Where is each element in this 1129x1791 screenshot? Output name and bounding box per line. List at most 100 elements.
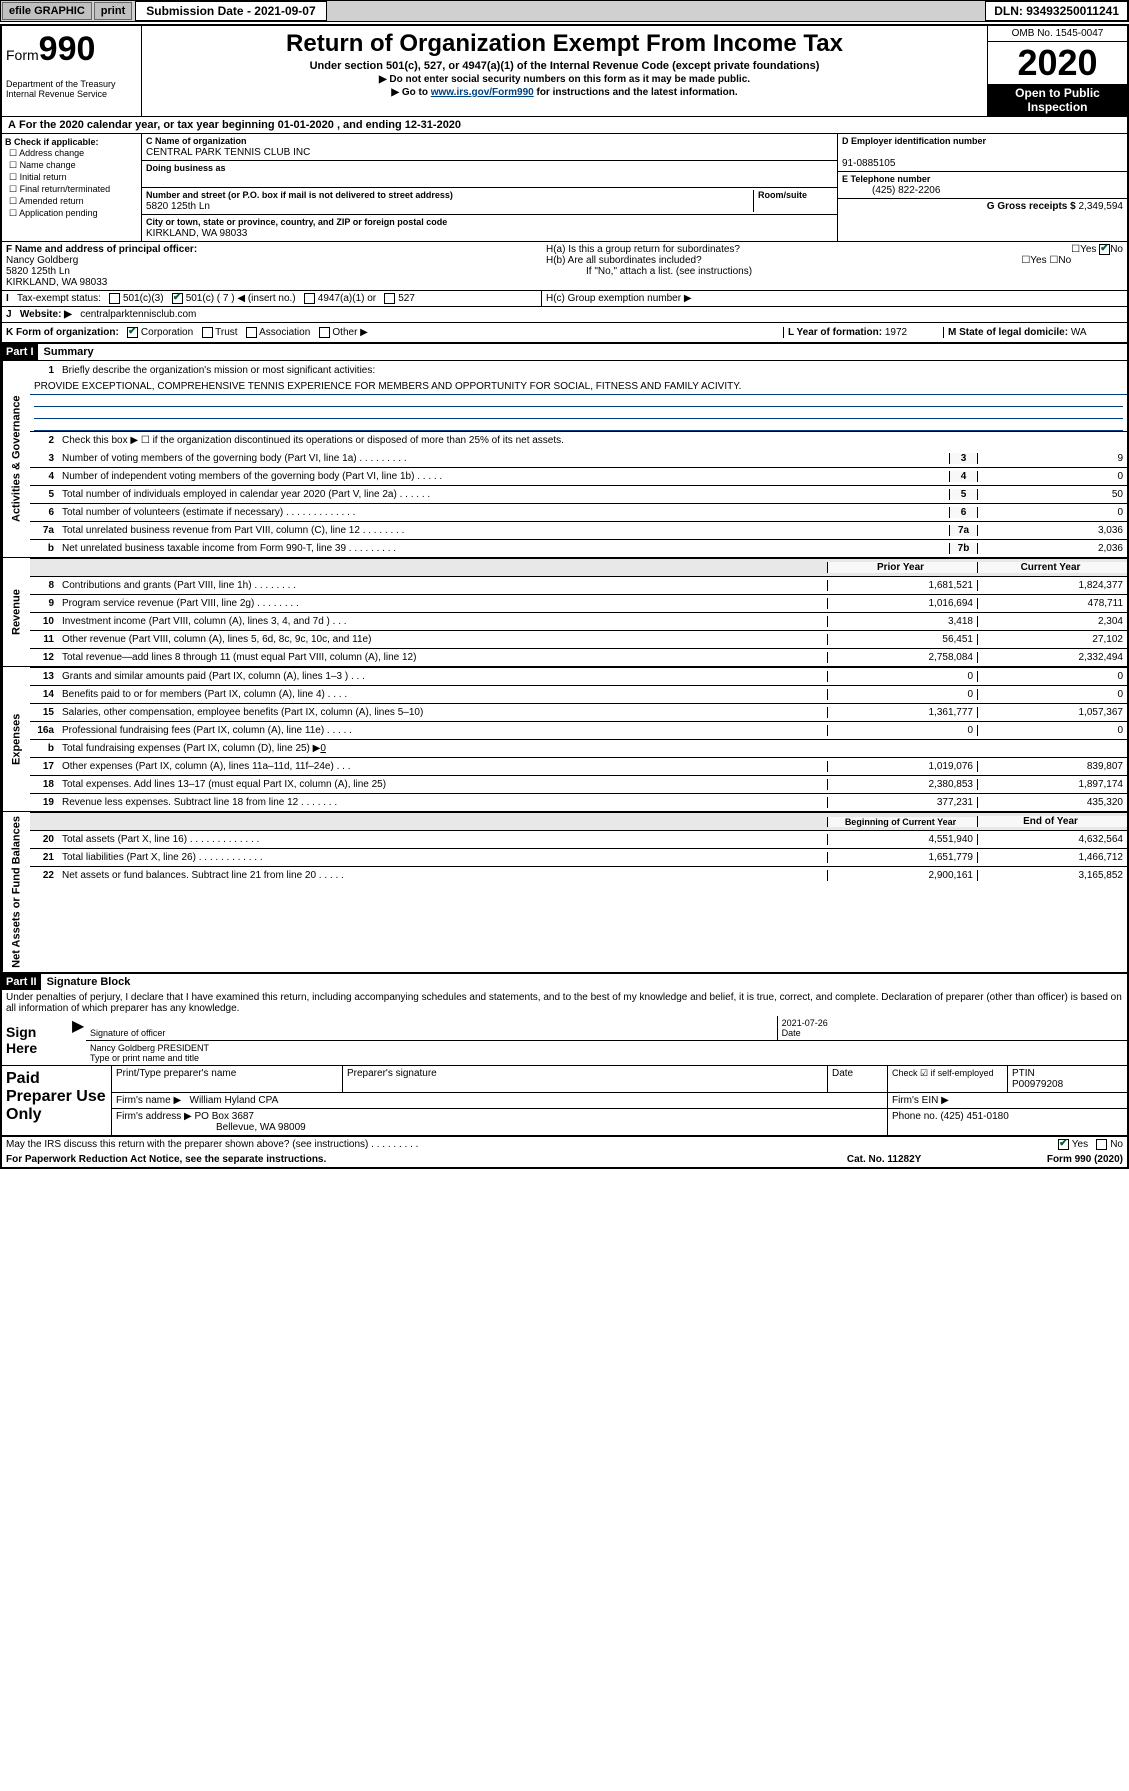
street-address: 5820 125th Ln: [146, 201, 210, 212]
subtitle-2: ▶ Do not enter social security numbers o…: [146, 74, 983, 85]
val-9c: 478,711: [977, 598, 1127, 609]
telephone: (425) 822-2206: [842, 185, 940, 196]
ck-corp[interactable]: [127, 327, 138, 338]
val-14c: 0: [977, 689, 1127, 700]
ck-501c[interactable]: [172, 293, 183, 304]
val-18p: 2,380,853: [827, 779, 977, 790]
val-5: 50: [977, 489, 1127, 500]
officer-typed-name: Nancy Goldberg PRESIDENT: [90, 1043, 209, 1053]
pra-notice: For Paperwork Reduction Act Notice, see …: [6, 1154, 847, 1165]
val-6: 0: [977, 507, 1127, 518]
val-17c: 839,807: [977, 761, 1127, 772]
officer-name: Nancy Goldberg: [6, 255, 538, 266]
ck-name-change[interactable]: ☐ Name change: [5, 160, 138, 171]
val-8c: 1,824,377: [977, 580, 1127, 591]
sig-date: 2021-07-26: [782, 1018, 828, 1028]
val-10c: 2,304: [977, 616, 1127, 627]
ck-501c3[interactable]: [109, 293, 120, 304]
form-number: Form990: [6, 30, 137, 69]
row-a-period: A For the 2020 calendar year, or tax yea…: [2, 117, 1127, 134]
val-22p: 2,900,161: [827, 870, 977, 881]
tax-year: 2020: [988, 42, 1127, 84]
val-10p: 3,418: [827, 616, 977, 627]
firm-address: PO Box 3687: [195, 1111, 254, 1122]
cat-no: Cat. No. 11282Y: [847, 1154, 1047, 1165]
ck-527[interactable]: [384, 293, 395, 304]
toolbar: efile GRAPHIC print Submission Date - 20…: [0, 0, 1129, 22]
ck-trust[interactable]: [202, 327, 213, 338]
vtab-netassets: Net Assets or Fund Balances: [2, 812, 30, 972]
irs-link[interactable]: www.irs.gov/Form990: [431, 87, 534, 98]
ck-other[interactable]: [319, 327, 330, 338]
val-13p: 0: [827, 671, 977, 682]
ck-discuss-no[interactable]: [1096, 1139, 1107, 1150]
perjury-statement: Under penalties of perjury, I declare th…: [2, 990, 1127, 1016]
val-11c: 27,102: [977, 634, 1127, 645]
val-7b: 2,036: [977, 543, 1127, 554]
form-footer: Form 990 (2020): [1047, 1154, 1123, 1165]
ck-address-change[interactable]: ☐ Address change: [5, 148, 138, 159]
gross-receipts: 2,349,594: [1079, 201, 1124, 212]
val-17p: 1,019,076: [827, 761, 977, 772]
val-8p: 1,681,521: [827, 580, 977, 591]
val-20c: 4,632,564: [977, 834, 1127, 845]
val-12p: 2,758,084: [827, 652, 977, 663]
vtab-revenue: Revenue: [2, 558, 30, 666]
mission-text: PROVIDE EXCEPTIONAL, COMPREHENSIVE TENNI…: [30, 379, 1127, 395]
discuss-question: May the IRS discuss this return with the…: [6, 1139, 1058, 1150]
submission-date: Submission Date - 2021-09-07: [135, 1, 326, 21]
val-19c: 435,320: [977, 797, 1127, 808]
form-title: Return of Organization Exempt From Incom…: [146, 30, 983, 58]
val-21c: 1,466,712: [977, 852, 1127, 863]
val-16ap: 0: [827, 725, 977, 736]
val-7a: 3,036: [977, 525, 1127, 536]
val-15p: 1,361,777: [827, 707, 977, 718]
ck-amended[interactable]: ☐ Amended return: [5, 196, 138, 207]
part-2-header: Part II: [2, 974, 41, 990]
part-1-header: Part I: [2, 344, 38, 360]
firm-phone: (425) 451-0180: [940, 1111, 1008, 1122]
paid-preparer-label: Paid Preparer Use Only: [2, 1066, 112, 1135]
val-15c: 1,057,367: [977, 707, 1127, 718]
ck-group-no[interactable]: [1099, 244, 1110, 255]
val-16ac: 0: [977, 725, 1127, 736]
ck-assoc[interactable]: [246, 327, 257, 338]
val-9p: 1,016,694: [827, 598, 977, 609]
website[interactable]: centralparktennisclub.com: [80, 309, 196, 320]
ck-4947[interactable]: [304, 293, 315, 304]
ein: 91-0885105: [842, 158, 895, 169]
vtab-activities: Activities & Governance: [2, 361, 30, 557]
sign-here-label: Sign Here: [2, 1016, 72, 1065]
val-18c: 1,897,174: [977, 779, 1127, 790]
subtitle-3: ▶ Go to www.irs.gov/Form990 for instruct…: [146, 87, 983, 98]
open-to-public: Open to Public Inspection: [988, 84, 1127, 116]
ck-discuss-yes[interactable]: [1058, 1139, 1069, 1150]
omb-number: OMB No. 1545-0047: [988, 26, 1127, 42]
firm-name: William Hyland CPA: [190, 1095, 279, 1106]
val-3: 9: [977, 453, 1127, 464]
val-19p: 377,231: [827, 797, 977, 808]
ck-application-pending[interactable]: ☐ Application pending: [5, 208, 138, 219]
val-4: 0: [977, 471, 1127, 482]
officer-addr2: KIRKLAND, WA 98033: [6, 277, 538, 288]
val-20p: 4,551,940: [827, 834, 977, 845]
org-name: CENTRAL PARK TENNIS CLUB INC: [146, 147, 310, 158]
year-formation: 1972: [885, 327, 907, 338]
col-b-checkboxes: B Check if applicable: ☐ Address change …: [2, 134, 142, 241]
val-12c: 2,332,494: [977, 652, 1127, 663]
val-14p: 0: [827, 689, 977, 700]
dln: DLN: 93493250011241: [985, 1, 1128, 21]
val-13c: 0: [977, 671, 1127, 682]
officer-addr1: 5820 125th Ln: [6, 266, 538, 277]
dept-treasury: Department of the Treasury Internal Reve…: [6, 79, 137, 99]
form-990: Form990 Department of the Treasury Inter…: [0, 24, 1129, 1169]
val-21p: 1,651,779: [827, 852, 977, 863]
city-state-zip: KIRKLAND, WA 98033: [146, 228, 247, 239]
ck-initial-return[interactable]: ☐ Initial return: [5, 172, 138, 183]
efile-button[interactable]: efile GRAPHIC: [2, 2, 92, 20]
vtab-expenses: Expenses: [2, 667, 30, 811]
val-11p: 56,451: [827, 634, 977, 645]
ck-final-return[interactable]: ☐ Final return/terminated: [5, 184, 138, 195]
state-domicile: WA: [1071, 327, 1087, 338]
print-button[interactable]: print: [94, 2, 132, 20]
